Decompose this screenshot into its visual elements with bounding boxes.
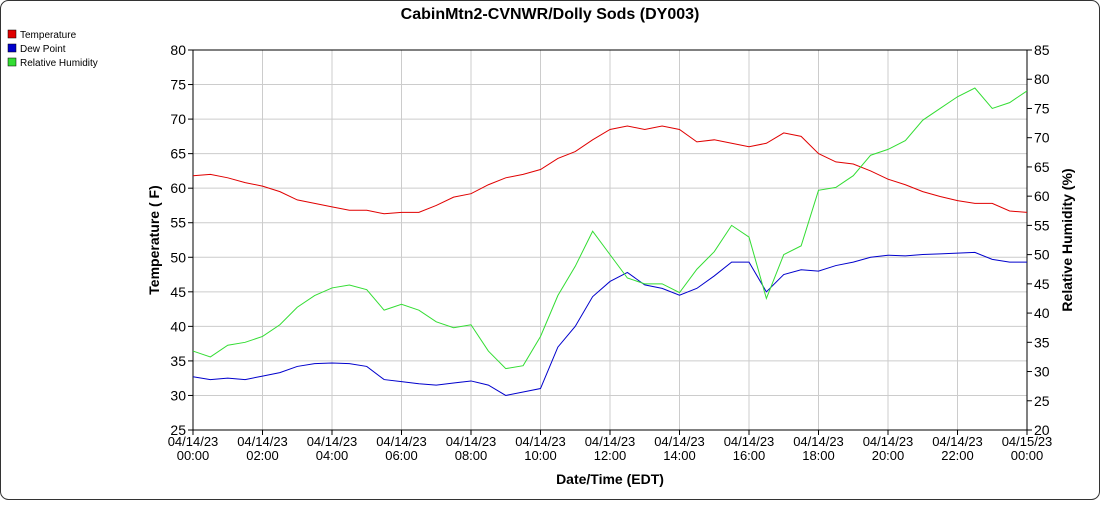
series-line [192,87,1028,370]
y-tick-label: 60 [170,180,186,196]
legend-swatch [7,57,17,67]
x-tick-label: 04/14/23 04:00 [307,434,358,463]
y2-tick-label: 85 [1034,42,1050,58]
chart-title: CabinMtn2-CVNWR/Dolly Sods (DY003) [401,6,700,23]
y2-axis-label: Relative Humidity (%) [1059,168,1075,311]
legend-label: Dew Point [20,44,66,55]
y2-tick-label: 25 [1034,393,1050,409]
y-tick-label: 55 [170,215,186,231]
y-tick-label: 65 [170,146,186,162]
x-tick-label: 04/14/23 10:00 [515,434,566,463]
y2-tick-label: 65 [1034,159,1050,175]
series-line [192,251,1027,396]
x-tick-label: 04/14/23 08:00 [446,434,497,463]
y2-tick-label: 40 [1034,305,1050,321]
legend-label: Temperature [20,30,77,41]
y-tick-label: 40 [170,318,186,334]
y-tick-label: 45 [170,284,186,300]
x-tick-label: 04/14/23 14:00 [654,434,705,463]
y2-tick-label: 20 [1034,422,1050,438]
x-tick-label: 04/14/23 06:00 [376,434,427,463]
y-tick-label: 70 [170,111,186,127]
x-tick-label: 04/14/23 02:00 [237,434,288,463]
x-axis-label: Date/Time (EDT) [556,471,664,487]
y-tick-label: 25 [170,422,186,438]
x-tick-label: 04/14/23 18:00 [793,434,844,463]
x-tick-label: 04/15/23 00:00 [1002,434,1053,463]
y-tick-label: 50 [170,249,186,265]
plot-border [192,49,1028,431]
y-tick-label: 75 [170,77,186,93]
y-axis-label: Temperature ( F) [146,185,162,294]
y2-tick-label: 35 [1034,334,1050,350]
x-tick-label: 04/14/23 00:00 [168,434,219,463]
x-tick-label: 04/14/23 16:00 [724,434,775,463]
legend-label: Relative Humidity [20,58,98,69]
legend-swatch [7,43,17,53]
legend-swatch [7,29,17,39]
y2-tick-label: 45 [1034,276,1050,292]
y-tick-label: 35 [170,353,186,369]
y2-tick-label: 75 [1034,100,1050,116]
x-tick-label: 04/14/23 20:00 [863,434,914,463]
y2-tick-label: 55 [1034,217,1050,233]
series-line [192,125,1028,215]
y-tick-label: 80 [170,42,186,58]
y2-tick-label: 30 [1034,364,1050,380]
x-tick-label: 04/14/23 12:00 [585,434,636,463]
y2-tick-label: 50 [1034,247,1050,263]
x-tick-label: 04/14/23 22:00 [932,434,983,463]
y2-tick-label: 70 [1034,130,1050,146]
y2-tick-label: 60 [1034,188,1050,204]
y2-tick-label: 80 [1034,71,1050,87]
y-tick-label: 30 [170,387,186,403]
